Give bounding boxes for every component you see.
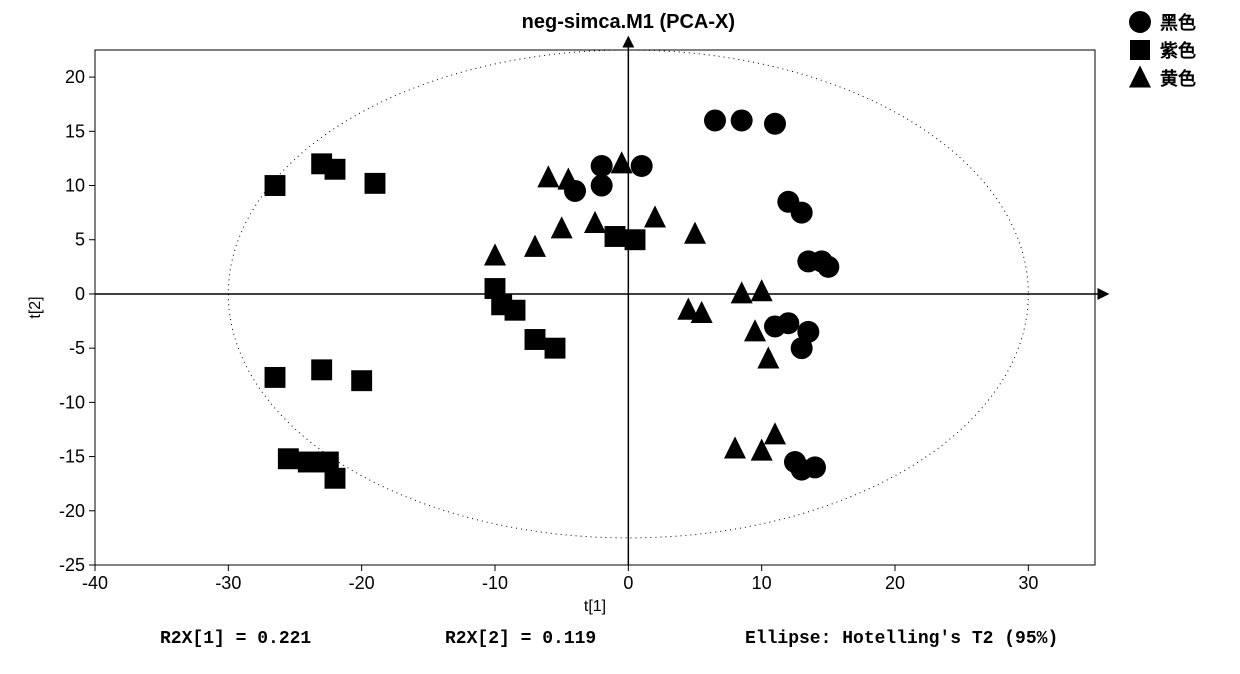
y-tick-label: -20 bbox=[59, 501, 85, 521]
x-tick-label: 0 bbox=[623, 573, 633, 593]
chart-title: neg-simca.M1 (PCA-X) bbox=[522, 11, 735, 33]
y-axis-label: t[2] bbox=[27, 296, 44, 318]
x-tick-label: 30 bbox=[1018, 573, 1038, 593]
chart-container: -40 -30 -20 -10 0 10 20 30 -25 -20 -15 -10 -5 0 5 10 15 2… bbox=[0, 0, 1240, 674]
y-tick-label: -15 bbox=[59, 447, 85, 467]
legend-label: 黄色 bbox=[1160, 68, 1196, 89]
x-tick-label: -10 bbox=[482, 573, 508, 593]
y-tick-label: -10 bbox=[59, 392, 85, 412]
x-tick-label: -40 bbox=[82, 573, 108, 593]
legend-label: 黑色 bbox=[1160, 12, 1196, 33]
y-tick-label: -25 bbox=[59, 555, 85, 575]
legend-label: 紫色 bbox=[1160, 40, 1196, 61]
pca-scatter-plot: -40 -30 -20 -10 0 10 20 30 -25 -20 -15 -10 -5 0 5 10 15 2… bbox=[0, 0, 1240, 674]
x-tick-label: -20 bbox=[349, 573, 375, 593]
y-tick-label: 15 bbox=[65, 121, 85, 141]
y-tick-label: 20 bbox=[65, 67, 85, 87]
x-tick-label: 20 bbox=[885, 573, 905, 593]
y-tick-label: 10 bbox=[65, 176, 85, 196]
y-tick-label: 0 bbox=[75, 284, 85, 304]
x-tick-label: 10 bbox=[752, 573, 772, 593]
footer-ellipse: Ellipse: Hotelling's T2 (95%) bbox=[745, 629, 1058, 649]
footer-r2x2: R2X[2] = 0.119 bbox=[445, 629, 596, 649]
y-tick-label: 5 bbox=[75, 230, 85, 250]
x-axis-label: t[1] bbox=[584, 598, 606, 615]
x-tick-label: -30 bbox=[215, 573, 241, 593]
footer-r2x1: R2X[1] = 0.221 bbox=[160, 629, 311, 649]
y-tick-label: -5 bbox=[69, 338, 85, 358]
